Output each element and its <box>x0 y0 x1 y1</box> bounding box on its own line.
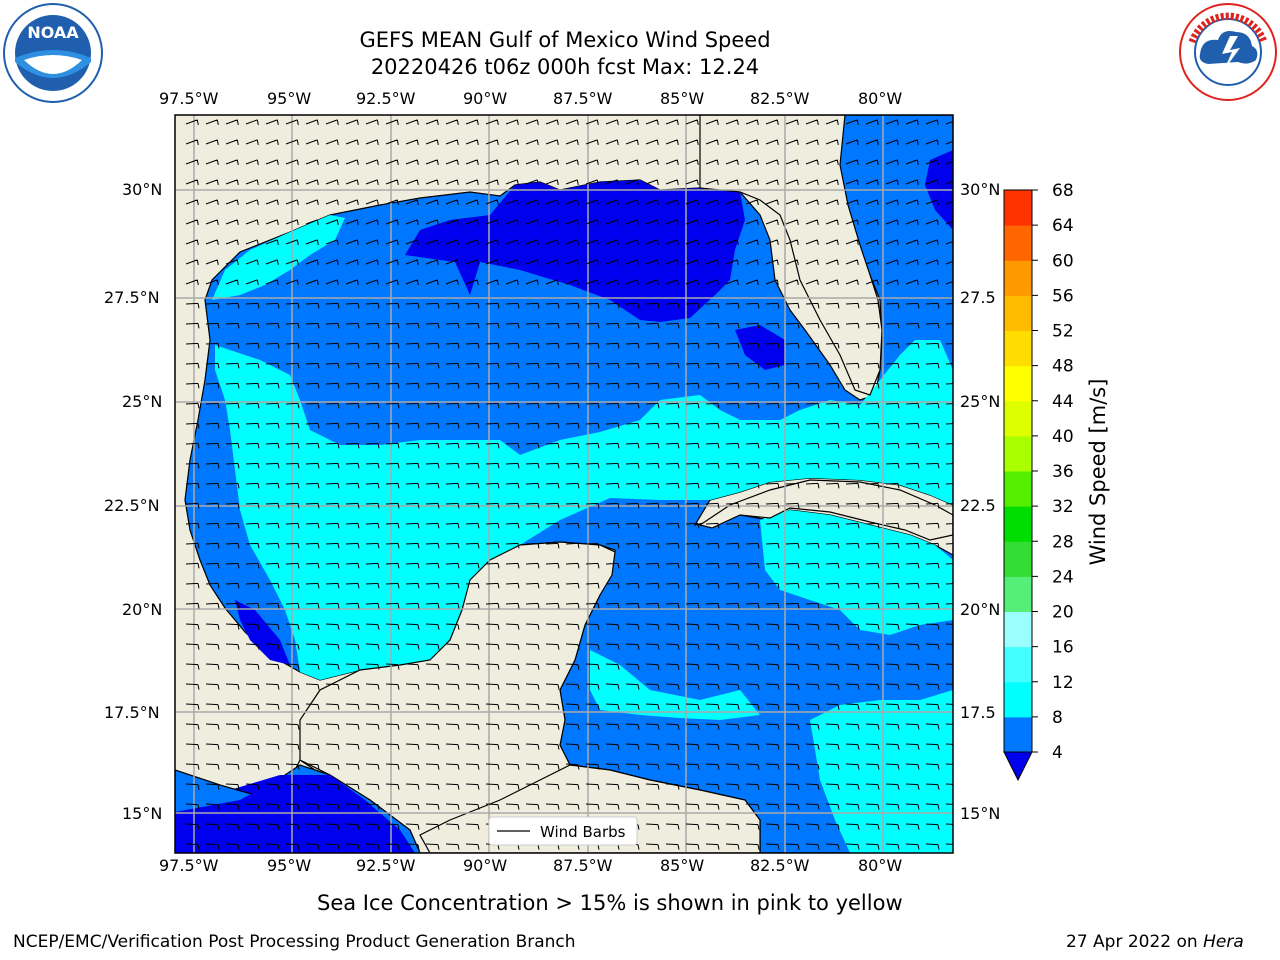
colorbar-segment <box>1004 225 1032 261</box>
wind-band-8-12-yucatan <box>590 650 760 720</box>
chart-title-line2: 20220426 t06z 000h fcst Max: 12.24 <box>370 55 760 79</box>
colorbar-segment <box>1004 681 1032 718</box>
lat-label-left: 25°N <box>122 392 163 411</box>
wind-band-lt4-north <box>405 180 745 322</box>
lat-label-right: 15°N <box>960 804 1001 823</box>
colorbar-tick-label: 48 <box>1052 357 1074 377</box>
noaa-logo: NOAA <box>2 2 104 104</box>
wind-band-8-12-west <box>215 340 953 680</box>
colorbar-tick-label: 8 <box>1052 708 1063 728</box>
lat-label-right: 17.5 <box>960 703 996 722</box>
noaa-logo-text: NOAA <box>27 23 79 42</box>
colorbar-tick-label: 4 <box>1052 743 1063 763</box>
colorbar-segment <box>1004 611 1032 648</box>
colorbar-segment <box>1004 400 1032 437</box>
run-machine: Hera <box>1203 932 1244 952</box>
cuba <box>698 479 953 541</box>
lat-label-left: 20°N <box>122 600 163 619</box>
wind-band-lt4-tampa <box>735 325 785 370</box>
wind-band-lt4-west <box>235 600 290 665</box>
colorbar-tick-label: 32 <box>1052 497 1074 517</box>
colorbar-tick-label: 24 <box>1052 567 1074 587</box>
colorbar-segment <box>1004 190 1032 226</box>
colorbar-segment <box>1004 471 1032 507</box>
lon-label-top: 97.5°W <box>159 89 219 108</box>
florida <box>699 115 883 396</box>
colorbar-tick-label: 36 <box>1052 462 1074 482</box>
lat-label-right: 27.5 <box>960 288 996 307</box>
wind-barbs <box>185 119 953 850</box>
run-date: 27 Apr 2022 on Hera <box>1066 932 1244 952</box>
map-area <box>175 115 953 853</box>
lat-label-right: 22.5 <box>960 496 996 515</box>
colorbar-segment <box>1004 435 1032 472</box>
lon-label-top: 92.5°W <box>356 89 416 108</box>
chart-title-line1: GEFS MEAN Gulf of Mexico Wind Speed <box>359 28 771 52</box>
colorbar-tick-label: 56 <box>1052 286 1074 306</box>
colorbar-segment <box>1004 716 1032 753</box>
colorbar-segment <box>1004 295 1032 331</box>
colorbar-segment <box>1004 365 1032 402</box>
nws-logo <box>1178 2 1278 102</box>
colorbar-tick-label: 28 <box>1052 532 1074 552</box>
lon-label-top: 82.5°W <box>750 89 810 108</box>
lon-label-top: 90°W <box>463 89 508 108</box>
lon-label-bottom: 87.5°W <box>553 856 613 875</box>
lat-label-left: 30°N <box>122 180 163 199</box>
lat-label-left: 17.5°N <box>104 703 160 722</box>
lon-label-bottom: 92.5°W <box>356 856 416 875</box>
colorbar-tick-label: 44 <box>1052 392 1074 412</box>
wind-band-8-12-caribbean <box>760 510 953 635</box>
lon-label-top: 87.5°W <box>553 89 613 108</box>
colorbar-label: Wind Speed [m/s] <box>1086 379 1110 566</box>
sea-ice-note: Sea Ice Concentration > 15% is shown in … <box>317 891 903 915</box>
colorbar-segment <box>1004 330 1032 367</box>
colorbar-segment <box>1004 506 1032 542</box>
legend-label: Wind Barbs <box>540 823 626 841</box>
lon-label-top: 80°W <box>858 89 903 108</box>
colorbar-under-arrow <box>1003 751 1033 782</box>
colorbar-segment <box>1004 576 1032 612</box>
run-date-text: 27 Apr 2022 on <box>1066 932 1198 952</box>
lat-label-left: 15°N <box>122 804 163 823</box>
lon-label-bottom: 82.5°W <box>750 856 810 875</box>
colorbar-tick-label: 64 <box>1052 216 1074 236</box>
map-frame <box>174 114 954 854</box>
lon-label-bottom: 90°W <box>463 856 508 875</box>
colorbar-tick-label: 16 <box>1052 638 1074 658</box>
colorbar-tick-label: 20 <box>1052 603 1074 623</box>
colorbar-segment <box>1004 646 1032 683</box>
lat-label-left: 27.5°N <box>104 288 160 307</box>
lat-label-right: 30°N <box>960 180 1001 199</box>
lat-label-right: 25°N <box>960 392 1001 411</box>
colorbar-tick-label: 52 <box>1052 322 1074 342</box>
colorbar-tick-label: 60 <box>1052 251 1074 271</box>
lon-label-bottom: 80°W <box>858 856 903 875</box>
lat-label-right: 20°N <box>960 600 1001 619</box>
colorbar-tick-label: 40 <box>1052 427 1074 447</box>
lon-label-bottom: 97.5°W <box>159 856 219 875</box>
barb-field <box>185 119 953 850</box>
pacific-lt4 <box>175 775 415 853</box>
lon-label-bottom: 85°W <box>660 856 705 875</box>
colorbar-tick-label: 12 <box>1052 673 1074 693</box>
colorbar-tick-label: 68 <box>1052 181 1074 201</box>
colorbar-segment <box>1004 260 1032 296</box>
lon-label-top: 95°W <box>267 89 312 108</box>
wind-band-8-12-north <box>212 215 345 300</box>
lat-label-left: 22.5°N <box>104 496 160 515</box>
colorbar-segment <box>1004 541 1032 577</box>
lon-label-bottom: 95°W <box>267 856 312 875</box>
branch-credit: NCEP/EMC/Verification Post Processing Pr… <box>13 932 576 952</box>
wind-barbs-legend: Wind Barbs <box>488 816 638 846</box>
lon-label-top: 85°W <box>660 89 705 108</box>
